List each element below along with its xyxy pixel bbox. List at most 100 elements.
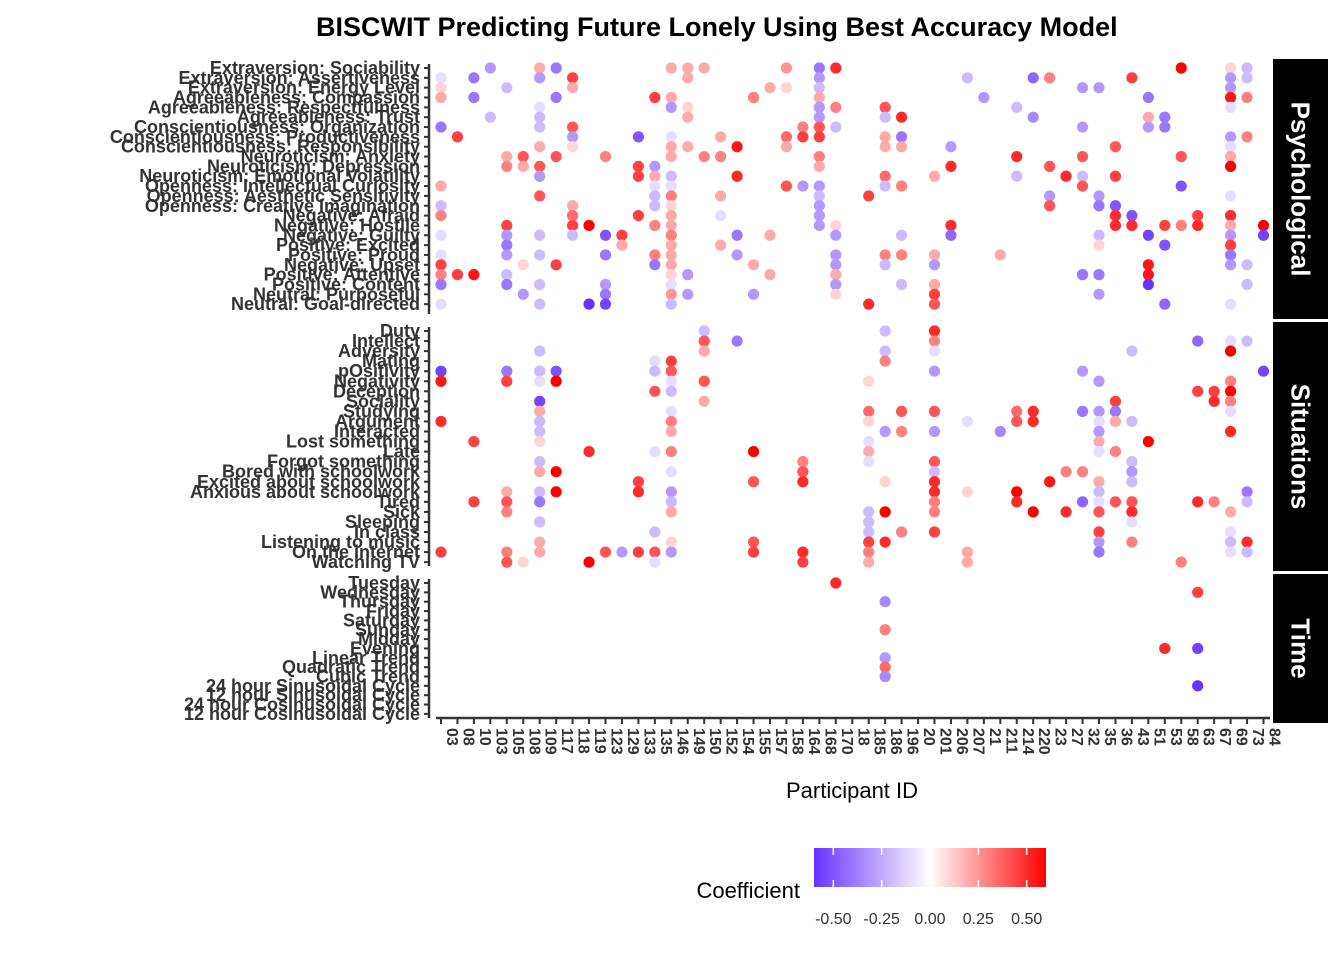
x-tick-label: 35	[1101, 728, 1118, 746]
data-point	[665, 486, 677, 498]
data-point	[879, 131, 891, 143]
data-point	[665, 91, 677, 104]
x-tick-label: 36	[1117, 728, 1134, 746]
data-point	[879, 180, 891, 192]
data-point	[1208, 496, 1220, 508]
data-point	[863, 298, 875, 310]
data-point	[632, 546, 645, 558]
data-point	[1241, 72, 1253, 84]
data-point	[501, 365, 513, 377]
data-point	[797, 131, 809, 143]
data-point	[1225, 335, 1237, 347]
data-point	[813, 200, 825, 212]
data-point	[649, 160, 661, 172]
data-point	[698, 345, 710, 357]
data-point	[1225, 101, 1237, 113]
data-point	[928, 259, 941, 271]
data-point	[1076, 466, 1089, 478]
data-point	[534, 405, 546, 417]
data-point	[813, 121, 825, 133]
data-point	[863, 526, 875, 538]
data-point	[879, 596, 891, 608]
x-tick-label: 43	[1134, 728, 1151, 746]
y-tick-label: Neuroticism: Emotional Volatility	[139, 166, 420, 186]
data-point	[665, 466, 677, 478]
data-point	[1093, 375, 1105, 387]
data-point	[928, 325, 941, 337]
data-point	[1093, 506, 1105, 518]
data-point	[665, 546, 677, 558]
data-point	[1076, 365, 1089, 377]
x-tick-label: 123	[608, 728, 625, 755]
data-point	[813, 180, 825, 192]
data-point	[863, 546, 875, 558]
data-point	[1011, 415, 1023, 428]
y-tick-label: Neutral: Goal-directed	[231, 294, 420, 314]
data-point	[928, 288, 941, 300]
data-point	[1060, 466, 1072, 478]
data-point	[747, 476, 760, 488]
y-tick-label: On the internet	[292, 542, 420, 562]
data-point	[764, 229, 776, 241]
data-point	[649, 91, 661, 104]
data-point	[1126, 345, 1138, 357]
data-point	[665, 385, 677, 397]
y-tick-label: Negative: Hostile	[274, 215, 420, 235]
data-point	[682, 288, 694, 300]
legend-title: Coefficient	[696, 878, 800, 903]
data-point	[1192, 586, 1204, 598]
data-point	[896, 405, 908, 417]
y-tick-label: Friday	[366, 601, 420, 621]
y-tick-label: Openness: Creative Imagination	[145, 196, 420, 216]
data-point	[1257, 219, 1270, 232]
x-tick-label: 03	[443, 728, 460, 746]
facet-strip	[1273, 59, 1328, 319]
data-point	[1093, 425, 1105, 438]
x-tick-label: 108	[525, 728, 542, 755]
data-point	[1093, 190, 1105, 202]
data-point	[1225, 506, 1237, 518]
data-point	[534, 516, 546, 528]
y-tick-label: 24 hour Cosinusoidal Cycle	[184, 695, 420, 715]
data-point	[1225, 229, 1237, 241]
data-point	[896, 111, 908, 123]
x-tick-label: 23	[1052, 728, 1069, 746]
data-point	[682, 72, 694, 84]
y-tick-label: Intellect	[352, 331, 420, 351]
data-point	[1225, 298, 1237, 310]
data-point	[1142, 259, 1154, 271]
data-point	[534, 486, 546, 498]
data-point	[1126, 536, 1138, 548]
data-point	[1011, 170, 1023, 182]
data-point	[665, 200, 677, 212]
data-point	[649, 200, 661, 212]
y-tick-label: 12 hour Sinusoidal Cycle	[206, 685, 420, 705]
data-point	[994, 249, 1006, 261]
data-point	[1225, 150, 1237, 163]
data-point	[1225, 131, 1237, 143]
data-point	[1011, 496, 1023, 508]
data-point	[599, 229, 612, 241]
data-point	[1142, 435, 1154, 448]
data-point	[1093, 269, 1105, 281]
data-point	[550, 91, 562, 104]
data-point	[879, 355, 891, 367]
data-point	[928, 496, 941, 508]
data-point	[830, 101, 842, 113]
data-point	[550, 375, 562, 387]
data-point	[632, 160, 645, 172]
x-tick-label: 206	[953, 728, 970, 755]
data-point	[534, 278, 546, 291]
data-point	[649, 170, 661, 182]
data-point	[1126, 415, 1138, 428]
data-point	[715, 239, 727, 251]
data-point	[599, 150, 612, 163]
data-point	[928, 278, 941, 291]
data-point	[534, 62, 546, 74]
x-tick-label: 154	[739, 728, 756, 755]
data-point	[1142, 121, 1154, 133]
y-tick-label: Agreeableness: Compassion	[173, 88, 420, 108]
data-point	[435, 200, 447, 212]
data-point	[665, 229, 677, 241]
x-tick-label: 164	[805, 728, 822, 755]
